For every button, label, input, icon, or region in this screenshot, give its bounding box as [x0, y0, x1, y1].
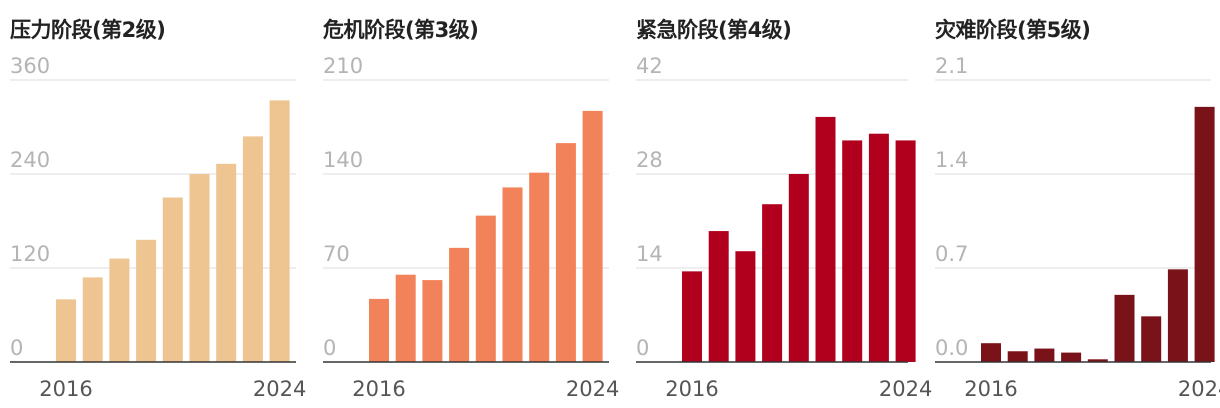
bar	[555, 143, 576, 362]
bar	[1087, 359, 1108, 362]
x-tick-label: 2024	[879, 377, 932, 401]
bar	[1034, 348, 1055, 362]
y-tick-label: 0.7	[935, 242, 968, 266]
bar-chart-catastrophe: 2.1 1.4 0.7 0.0 2016 2024	[935, 54, 1220, 401]
bar	[269, 100, 290, 362]
bar	[136, 239, 157, 362]
y-tick-label: 0.0	[935, 336, 968, 360]
y-tick-label: 0	[636, 336, 649, 360]
bar	[162, 197, 183, 362]
y-tick-label: 14	[636, 242, 663, 266]
bar	[895, 140, 916, 362]
bar	[1167, 269, 1188, 362]
bar	[56, 299, 76, 362]
bar	[868, 133, 889, 362]
bar-chart-stress: 360 240 120 0 2016 2024	[10, 54, 306, 401]
chart-title: 压力阶段(第2级)	[10, 18, 166, 42]
bar	[1141, 316, 1162, 362]
bar	[422, 280, 443, 362]
bar	[842, 140, 863, 362]
x-tick-label: 2016	[352, 377, 405, 401]
y-tick-label: 2.1	[935, 54, 968, 78]
bar	[449, 247, 470, 362]
bar	[369, 298, 389, 362]
x-tick-label: 2016	[665, 377, 718, 401]
bar	[242, 136, 263, 362]
bar	[1194, 106, 1215, 362]
chart-title: 灾难阶段(第5级)	[935, 18, 1091, 42]
y-tick-label: 140	[323, 148, 363, 172]
bar	[189, 174, 210, 362]
bar	[815, 116, 836, 362]
y-tick-label: 240	[10, 148, 50, 172]
bar	[1061, 352, 1082, 362]
bar	[529, 172, 550, 362]
bar	[82, 277, 103, 362]
y-tick-label: 1.4	[935, 148, 968, 172]
bar	[735, 251, 756, 362]
y-tick-label: 0	[323, 336, 336, 360]
bar	[708, 231, 729, 362]
bar	[1007, 351, 1028, 362]
y-tick-label: 120	[10, 242, 50, 266]
bar	[981, 343, 1001, 362]
chart-title: 危机阶段(第3级)	[323, 18, 479, 42]
x-tick-label: 2016	[964, 377, 1017, 401]
bar	[109, 258, 130, 362]
bar	[682, 271, 702, 362]
bar-chart-emergency: 42 28 14 0 2016 2024	[636, 54, 932, 401]
y-tick-label: 360	[10, 54, 50, 78]
x-tick-label: 2016	[39, 377, 92, 401]
y-tick-label: 28	[636, 148, 663, 172]
y-tick-label: 42	[636, 54, 663, 78]
x-tick-label: 2024	[253, 377, 306, 401]
bar	[1114, 294, 1135, 362]
bar	[788, 174, 809, 362]
chart-title: 紧急阶段(第4级)	[636, 18, 792, 42]
y-tick-label: 70	[323, 242, 350, 266]
x-tick-label: 2024	[566, 377, 619, 401]
x-tick-label: 2024	[1178, 377, 1220, 401]
bar	[475, 215, 496, 362]
bar	[762, 204, 783, 362]
chart-panel-crisis: 危机阶段(第3级) 210 140 70 0 2016 2024	[323, 0, 619, 408]
bar	[502, 187, 523, 362]
chart-panel-emergency: 紧急阶段(第4级) 42 28 14 0 2016 2024	[636, 0, 932, 408]
bar	[582, 110, 603, 362]
y-tick-label: 0	[10, 336, 23, 360]
chart-panel-catastrophe: 灾难阶段(第5级) 2.1 1.4 0.7 0.0 2016 2024	[935, 0, 1220, 408]
bar-chart-crisis: 210 140 70 0 2016 2024	[323, 54, 619, 401]
y-tick-label: 210	[323, 54, 363, 78]
bar	[216, 163, 237, 362]
chart-panel-stress: 压力阶段(第2级) 360 240 120 0 2016 2024	[10, 0, 306, 408]
bar	[395, 274, 416, 362]
